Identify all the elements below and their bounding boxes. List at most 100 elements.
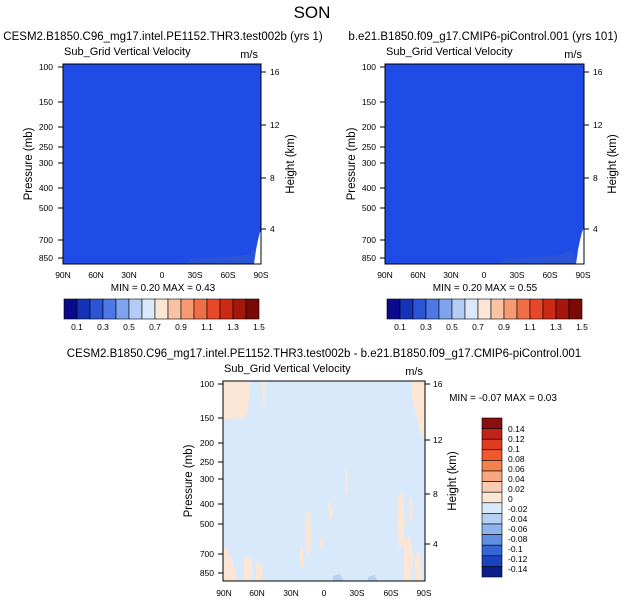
colorbar-labels: 0.1 0.3 0.5 0.7 0.9 1.1 1.3 1.5: [394, 322, 588, 332]
plot-field: [63, 64, 261, 264]
colorbar-label: 0.7: [149, 322, 161, 332]
min-max-readout: MIN = 0.20 MAX = 0.43: [111, 283, 216, 294]
y-tick-label: 150: [200, 413, 214, 423]
x-tick-label: 90S: [253, 270, 268, 280]
y-tick-label: 850: [200, 568, 214, 578]
colorbar-swatch: [425, 298, 440, 320]
panel-subtitle-left: Sub_Grid Vertical Velocity: [224, 363, 351, 375]
plot-frame: [384, 63, 585, 265]
y-tick-label-right: 12: [433, 435, 443, 445]
colorbar-swatch: [399, 298, 414, 320]
colorbar: [63, 298, 260, 320]
panel-subtitle-right: m/s: [564, 49, 582, 61]
y-tick-label: 150: [362, 97, 376, 107]
colorbar-label: 0.7: [472, 322, 484, 332]
colorbar-swatch: [477, 298, 492, 320]
colorbar-swatch: [412, 298, 427, 320]
y-tick-marks-left: [380, 66, 589, 259]
colorbar-label: 0.1: [394, 322, 406, 332]
colorbar-swatch: [516, 298, 531, 320]
colorbar-swatch: [481, 491, 503, 504]
colorbar-swatch: [464, 298, 479, 320]
colorbar-swatch: [128, 298, 143, 320]
colorbar-swatch: [232, 298, 247, 320]
colorbar-swatch: [206, 298, 221, 320]
panel-subtitle-left: Sub_Grid Vertical Velocity: [64, 46, 191, 58]
y-tick-label: 400: [39, 183, 53, 193]
colorbar-swatch: [76, 298, 91, 320]
colorbar-label: 1.5: [576, 322, 588, 332]
colorbar-label: 0.9: [175, 322, 187, 332]
y-tick-label: 700: [39, 235, 53, 245]
colorbar-label: 0: [508, 494, 513, 504]
panel-subtitle-right: m/s: [405, 366, 423, 378]
colorbar-swatch: [481, 566, 503, 578]
colorbar-label: 0.5: [446, 322, 458, 332]
colorbar-swatch: [193, 298, 208, 320]
x-tick-label: 30N: [283, 588, 299, 598]
y-tick-label: 500: [200, 519, 214, 529]
figure-title: SON: [294, 3, 331, 22]
x-tick-label: 30S: [509, 270, 524, 280]
colorbar-label: 0.06: [508, 464, 525, 474]
x-tick-label: 60N: [249, 588, 265, 598]
colorbar-swatch: [490, 298, 505, 320]
colorbar-label: 0.9: [498, 322, 510, 332]
colorbar-swatch: [481, 523, 503, 535]
colorbar-label: 1.3: [227, 322, 239, 332]
x-tick-label: 30S: [187, 270, 202, 280]
y-tick-label-right: 16: [270, 67, 280, 77]
colorbar-label: -0.04: [508, 514, 528, 524]
x-tick-label: 90S: [575, 270, 590, 280]
colorbar: [481, 417, 503, 578]
colorbar-swatch: [555, 298, 570, 320]
colorbar-swatch: [481, 428, 503, 440]
y-tick-label: 500: [362, 203, 376, 213]
x-tick-label: 0: [482, 270, 487, 280]
colorbar-swatch: [481, 502, 503, 514]
x-tick-label: 30S: [349, 588, 364, 598]
colorbar-label: 0.02: [508, 484, 525, 494]
colorbar-label: -0.02: [508, 504, 528, 514]
y-axis-label-right: Height (km): [285, 134, 297, 194]
colorbar-swatch: [219, 298, 234, 320]
x-tick-label: 0: [322, 588, 327, 598]
colorbar-label: 1.3: [550, 322, 562, 332]
y-tick-label: 200: [362, 122, 376, 132]
colorbar-label: 0.08: [508, 454, 525, 464]
colorbar-label: -0.12: [508, 554, 528, 564]
y-tick-label: 700: [200, 549, 214, 559]
colorbar-swatch: [154, 298, 169, 320]
panel-subtitle-left: Sub_Grid Vertical Velocity: [386, 46, 513, 58]
y-tick-label: 300: [39, 158, 53, 168]
plot-frame: [222, 380, 426, 582]
panel-subtitle-right: m/s: [240, 49, 258, 61]
colorbar-label: -0.08: [508, 534, 528, 544]
colorbar-swatch: [542, 298, 557, 320]
colorbar-swatch: [141, 298, 156, 320]
plot-field: [385, 64, 584, 264]
y-tick-label: 200: [39, 122, 53, 132]
y-tick-label-right: 8: [433, 489, 438, 499]
x-tick-label: 60S: [542, 270, 557, 280]
y-tick-label: 300: [362, 158, 376, 168]
colorbar-labels: 0.14 0.12 0.1 0.08 0.06 0.04 0.02 0 -0.0…: [508, 424, 528, 574]
colorbar-label: -0.14: [508, 564, 528, 574]
y-tick-label: 850: [39, 253, 53, 263]
y-tick-label: 250: [39, 142, 53, 152]
x-tick-label: 30N: [121, 270, 137, 280]
colorbar-swatch: [451, 298, 466, 320]
x-tick-label: 60N: [410, 270, 426, 280]
panel-title: b.e21.B1850.f09_g17.CMIP6-piControl.001 …: [348, 31, 617, 43]
y-tick-label: 300: [200, 474, 214, 484]
min-max-readout: MIN = -0.07 MAX = 0.03: [449, 393, 557, 404]
y-tick-label-right: 4: [270, 224, 275, 234]
y-tick-label: 700: [362, 235, 376, 245]
x-ticks: 90N 60N 30N 0 30S 60S 90S: [55, 270, 269, 280]
x-tick-label: 90N: [377, 270, 393, 280]
plot-field: [223, 381, 425, 581]
y-tick-marks-left: [58, 66, 266, 259]
min-max-readout: MIN = 0.20 MAX = 0.55: [433, 283, 538, 294]
x-tick-label: 90N: [55, 270, 71, 280]
